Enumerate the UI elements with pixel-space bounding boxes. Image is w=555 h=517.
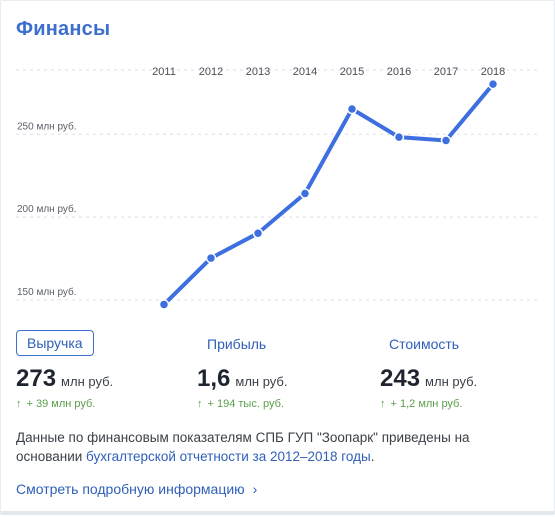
series-line <box>162 82 495 307</box>
metric-profit-value: 1,6 <box>197 365 231 392</box>
description: Данные по финансовым показателям СПБ ГУП… <box>16 428 536 466</box>
description-text: Данные по финансовым показателям СПБ ГУП… <box>16 430 470 464</box>
x-tick-label: 2016 <box>387 66 411 78</box>
metric-profit: 1,6 млн руб. <box>197 365 287 393</box>
metric-revenue-value: 273 <box>16 365 57 392</box>
y-axis-labels: 150 млн руб. 200 млн руб. 250 млн руб. <box>17 120 77 298</box>
data-point[interactable] <box>299 188 311 199</box>
x-tick-label: 2012 <box>199 66 223 78</box>
x-axis-labels: 2011 2012 2013 2014 2015 2016 2017 2018 <box>152 66 505 78</box>
data-point[interactable] <box>487 78 499 90</box>
report-link[interactable]: бухгалтерской отчетности за 2012–2018 го… <box>86 449 371 464</box>
arrow-up-icon: ↑ <box>197 398 203 410</box>
more-info-label: Смотреть подробную информацию <box>16 481 245 497</box>
data-point[interactable] <box>393 131 405 143</box>
y-tick-label: 150 млн руб. <box>17 286 77 298</box>
x-tick-label: 2013 <box>246 66 270 78</box>
x-tick-label: 2017 <box>434 66 458 78</box>
data-point[interactable] <box>158 299 170 310</box>
metric-profit-unit: млн руб. <box>235 374 288 389</box>
x-tick-label: 2011 <box>152 66 176 78</box>
x-tick-label: 2014 <box>293 66 317 78</box>
metric-revenue-delta: ↑ + 39 млн руб. <box>16 398 95 410</box>
metric-profit-delta: ↑ + 194 тыс. руб. <box>197 398 284 410</box>
tab-revenue[interactable]: Выручка <box>16 330 94 356</box>
revenue-chart: 2011 2012 2013 2014 2015 2016 2017 2018 150 млн… <box>16 66 541 310</box>
y-tick-label: 250 млн руб. <box>17 120 77 132</box>
description-tail: . <box>370 449 375 464</box>
delta-text: + 39 млн руб. <box>26 398 96 410</box>
chart-grid <box>16 69 541 301</box>
data-point[interactable] <box>205 252 217 264</box>
x-tick-label: 2018 <box>481 66 505 78</box>
tab-value[interactable]: Стоимость <box>389 336 460 352</box>
metric-value-value: 243 <box>380 365 421 392</box>
series-points <box>158 78 499 310</box>
metric-revenue: 273 млн руб. <box>16 365 113 393</box>
delta-text: + 194 тыс. руб. <box>207 398 284 410</box>
card-title: Финансы <box>16 18 111 40</box>
metric-value-unit: млн руб. <box>425 374 478 389</box>
more-info-link[interactable]: Смотреть подробную информацию › <box>16 481 257 497</box>
y-tick-label: 200 млн руб. <box>17 203 77 215</box>
data-point[interactable] <box>252 227 264 239</box>
arrow-up-icon: ↑ <box>380 398 386 410</box>
delta-text: + 1,2 млн руб. <box>390 398 463 410</box>
x-tick-label: 2015 <box>340 66 364 78</box>
metric-revenue-unit: млн руб. <box>61 374 114 389</box>
tab-profit[interactable]: Прибыль <box>207 336 267 352</box>
data-point[interactable] <box>440 135 452 146</box>
chevron-right-icon: › <box>252 481 258 497</box>
metric-value: 243 млн руб. <box>380 365 477 393</box>
arrow-up-icon: ↑ <box>16 398 22 410</box>
metric-value-delta: ↑ + 1,2 млн руб. <box>380 398 462 410</box>
data-point[interactable] <box>346 103 358 115</box>
